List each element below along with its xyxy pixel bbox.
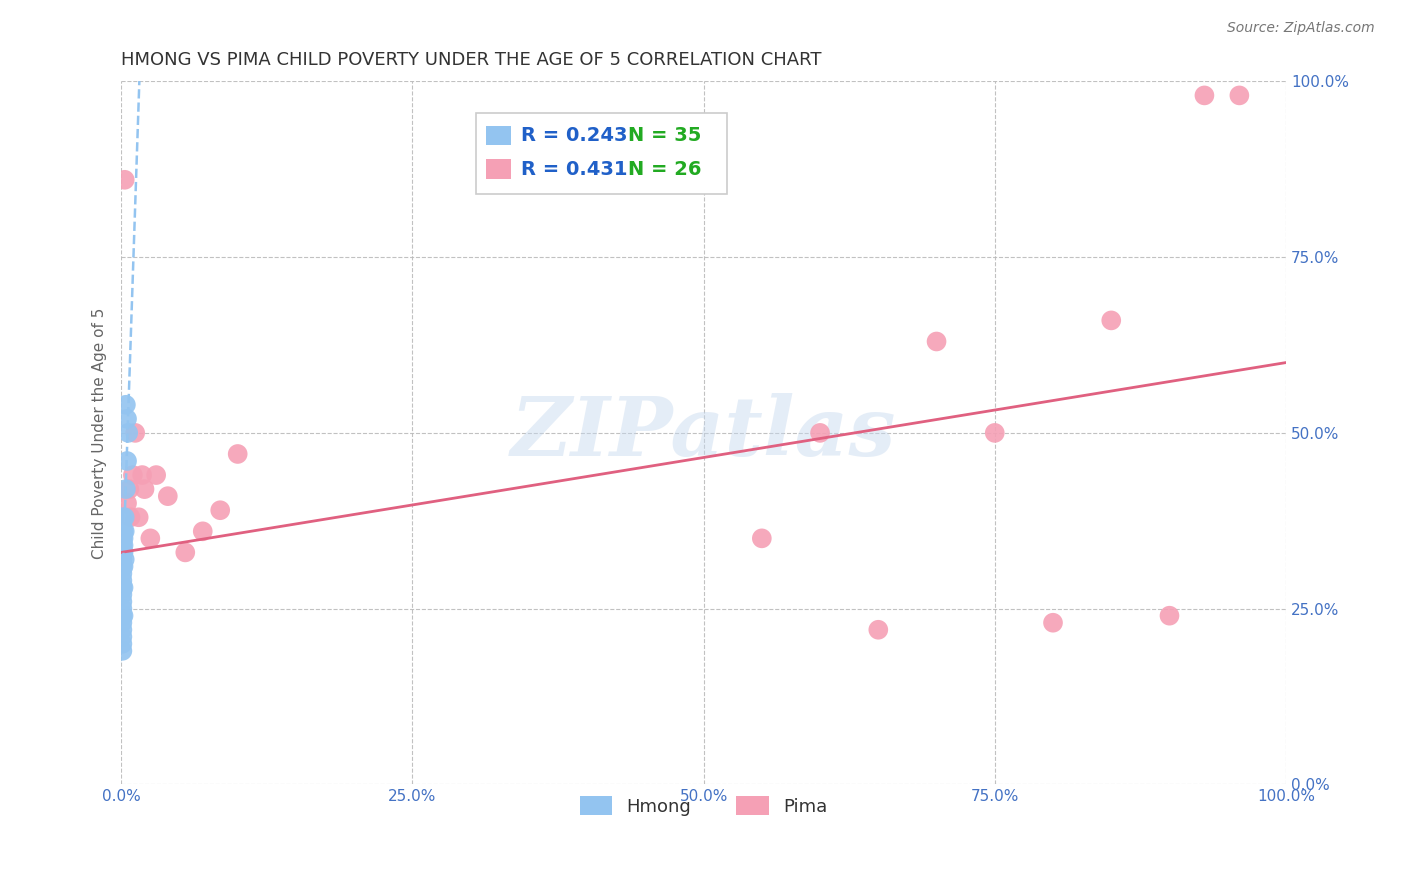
Text: Source: ZipAtlas.com: Source: ZipAtlas.com bbox=[1227, 21, 1375, 35]
Point bbox=[191, 524, 214, 539]
Point bbox=[114, 173, 136, 187]
Point bbox=[115, 412, 138, 426]
Point bbox=[112, 581, 135, 595]
Point bbox=[121, 468, 143, 483]
Text: R = 0.431: R = 0.431 bbox=[520, 160, 627, 178]
Point bbox=[134, 482, 156, 496]
Point bbox=[114, 552, 136, 566]
Point bbox=[808, 425, 831, 440]
Point bbox=[111, 637, 134, 651]
Legend: Hmong, Pima: Hmong, Pima bbox=[571, 787, 837, 824]
Point bbox=[114, 510, 136, 524]
Point bbox=[120, 510, 142, 524]
Point bbox=[111, 552, 134, 566]
Point bbox=[112, 559, 135, 574]
Point bbox=[111, 559, 134, 574]
Text: HMONG VS PIMA CHILD POVERTY UNDER THE AGE OF 5 CORRELATION CHART: HMONG VS PIMA CHILD POVERTY UNDER THE AG… bbox=[121, 51, 821, 69]
Point bbox=[111, 630, 134, 644]
Point bbox=[1099, 313, 1122, 327]
Point bbox=[1042, 615, 1064, 630]
Point bbox=[145, 468, 167, 483]
Point bbox=[1159, 608, 1181, 623]
Point bbox=[111, 532, 134, 546]
Point bbox=[112, 524, 135, 539]
Point bbox=[118, 482, 141, 496]
Point bbox=[112, 545, 135, 559]
Point bbox=[174, 545, 197, 559]
Text: ZIPatlas: ZIPatlas bbox=[510, 392, 897, 473]
Point bbox=[751, 532, 773, 546]
Text: R = 0.243: R = 0.243 bbox=[520, 126, 627, 145]
Point bbox=[115, 496, 138, 510]
Point bbox=[226, 447, 249, 461]
Point bbox=[111, 510, 134, 524]
Point bbox=[111, 566, 134, 581]
Point bbox=[111, 601, 134, 615]
Point bbox=[111, 615, 134, 630]
Point bbox=[115, 398, 138, 412]
Point bbox=[1194, 88, 1216, 103]
Point bbox=[114, 524, 136, 539]
FancyBboxPatch shape bbox=[486, 126, 512, 145]
Point bbox=[112, 608, 135, 623]
Point bbox=[111, 608, 134, 623]
Y-axis label: Child Poverty Under the Age of 5: Child Poverty Under the Age of 5 bbox=[93, 307, 107, 558]
Point bbox=[111, 623, 134, 637]
Point bbox=[112, 532, 135, 546]
Point bbox=[115, 482, 138, 496]
Point bbox=[124, 425, 146, 440]
Point bbox=[111, 588, 134, 602]
Point bbox=[128, 510, 150, 524]
Point bbox=[925, 334, 948, 349]
FancyBboxPatch shape bbox=[477, 113, 727, 194]
Point bbox=[111, 574, 134, 588]
Point bbox=[111, 644, 134, 658]
Point bbox=[112, 538, 135, 552]
Text: N = 26: N = 26 bbox=[628, 160, 702, 178]
Point bbox=[1227, 88, 1250, 103]
Point bbox=[209, 503, 232, 517]
Point bbox=[984, 425, 1007, 440]
Point bbox=[111, 545, 134, 559]
Point bbox=[111, 517, 134, 532]
FancyBboxPatch shape bbox=[486, 160, 512, 179]
Point bbox=[131, 468, 153, 483]
Point bbox=[111, 524, 134, 539]
Point bbox=[156, 489, 179, 503]
Point bbox=[117, 425, 139, 440]
Point bbox=[111, 538, 134, 552]
Point bbox=[111, 581, 134, 595]
Point bbox=[115, 454, 138, 468]
Text: N = 35: N = 35 bbox=[628, 126, 702, 145]
Point bbox=[139, 532, 162, 546]
Point bbox=[868, 623, 890, 637]
Point bbox=[111, 594, 134, 608]
